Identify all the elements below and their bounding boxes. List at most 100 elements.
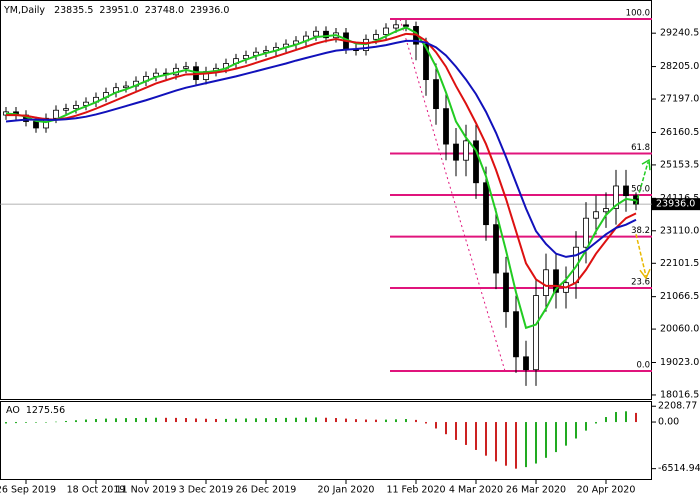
ao-name: AO [6, 405, 20, 416]
ao-bar [445, 422, 447, 435]
ao-bar [85, 419, 87, 423]
candle-body [453, 143, 459, 161]
fib-label: 0.0 [636, 361, 650, 371]
ao-bar [465, 422, 467, 445]
candle-body [463, 140, 469, 161]
ao-y-tick-label: 2208.77 [658, 401, 697, 412]
ao-bar [175, 417, 177, 423]
ao-bar [455, 422, 457, 440]
ao-header: AO 1275.56 [6, 405, 65, 416]
ao-bar [205, 418, 207, 423]
ao-bar [285, 417, 287, 423]
candle-body [503, 272, 509, 313]
fib-anchor [399, 18, 506, 372]
y-tick-label: 20060.0 [660, 324, 699, 335]
ao-bar [545, 422, 547, 458]
ao-bar [275, 418, 277, 423]
ao-current: 1275.56 [26, 405, 65, 416]
candle-body [623, 185, 629, 197]
ao-bar [5, 422, 7, 424]
x-tick-label: 26 Mar 2020 [506, 485, 566, 496]
y-tick-label: 22101.5 [660, 258, 699, 269]
quote-close: 23936.0 [190, 5, 229, 16]
ao-bar [225, 418, 227, 423]
ao-bar [235, 418, 237, 423]
ao-bar [635, 412, 637, 423]
ao-bar [435, 422, 437, 429]
quote-low: 23748.0 [145, 5, 184, 16]
ao-bar [315, 417, 317, 423]
moving-average [5, 26, 637, 330]
ao-bar [335, 418, 337, 423]
candle-body [443, 108, 449, 145]
candle-body [63, 108, 69, 111]
ao-bar [255, 418, 257, 423]
x-tick-label: 26 Dec 2019 [236, 485, 297, 496]
ao-bar [605, 417, 607, 423]
quote-high: 23951.0 [99, 5, 138, 16]
fib-label: 38.2 [631, 226, 650, 236]
ao-bar [135, 418, 137, 423]
y-tick-label: 25153.5 [660, 159, 699, 170]
fib-label: 100.0 [626, 9, 650, 19]
moving-average [5, 39, 637, 258]
ao-bar [125, 418, 127, 423]
ao-bar [365, 419, 367, 423]
candle-body [403, 24, 409, 27]
candle-body [423, 43, 429, 81]
ao-bar [295, 417, 297, 423]
ao-bar [525, 422, 527, 468]
forecast-down [635, 233, 647, 277]
candle-body [483, 182, 489, 226]
ao-bar [595, 422, 597, 424]
ao-bar [565, 422, 567, 446]
ao-bar [165, 417, 167, 423]
ao-bar [535, 422, 537, 464]
ao-bar [95, 419, 97, 423]
ao-bar [185, 418, 187, 423]
candle-body [553, 269, 559, 293]
candle-body [53, 109, 59, 119]
ao-bar [35, 422, 37, 423]
ao-bar [395, 419, 397, 423]
header: YM,Daily 23835.5 23951.0 23748.0 23936.0 [3, 5, 229, 16]
ao-y-tick-label: -6514.94 [658, 463, 700, 474]
ao-bar [475, 422, 477, 450]
y-tick-label: 23110.0 [660, 225, 699, 236]
y-tick-label: 21066.5 [660, 291, 699, 302]
candle-body [493, 224, 499, 274]
ao-bar [215, 418, 217, 423]
ao-bar [15, 422, 17, 424]
candle-body [373, 34, 379, 40]
forecast-up [635, 161, 649, 205]
y-tick-label: 28205.0 [660, 61, 699, 72]
candle-body [533, 295, 539, 371]
candle-body [433, 79, 439, 110]
x-tick-label: 11 Nov 2019 [116, 485, 177, 496]
ao-bar [25, 422, 27, 423]
moving-average [6, 32, 637, 289]
y-tick-label: 29240.5 [660, 28, 699, 39]
y-tick-label: 18016.5 [660, 389, 699, 400]
candle-body [123, 85, 129, 89]
x-tick-label: 20 Apr 2020 [577, 485, 636, 496]
candle-body [323, 30, 329, 39]
fib-label: 61.8 [631, 143, 650, 153]
ao-bar [425, 422, 427, 424]
ao-bar [505, 422, 507, 466]
ao-bar [105, 418, 107, 423]
candle-body [583, 217, 589, 248]
ao-bar [415, 419, 417, 423]
price-panel [0, 0, 652, 400]
candle-body [383, 27, 389, 35]
candle-body [33, 121, 39, 129]
ao-bar [75, 420, 77, 423]
ao-bar [245, 418, 247, 423]
ao-bar [145, 417, 147, 423]
candle-body [473, 140, 479, 184]
x-tick-label: 4 Mar 2020 [449, 485, 503, 496]
price-box-label: 23936.0 [656, 199, 695, 210]
ao-bar [585, 422, 587, 431]
candle-body [313, 30, 319, 37]
ao-bar [155, 417, 157, 423]
